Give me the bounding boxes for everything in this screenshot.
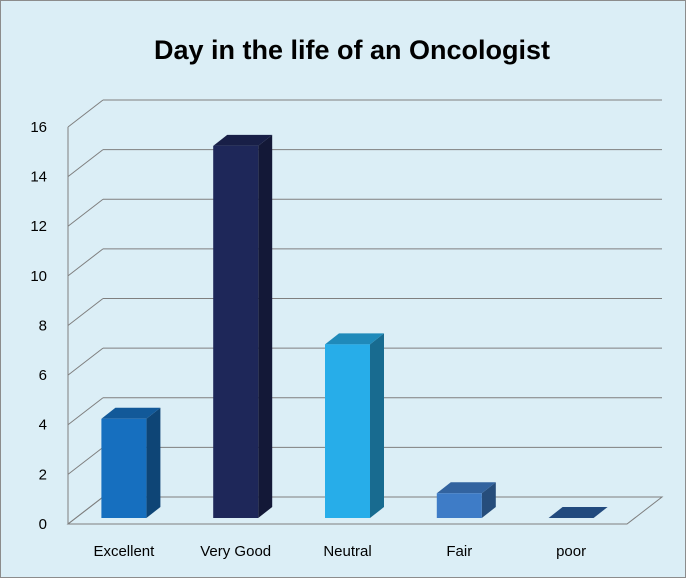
- bar: [213, 134, 273, 518]
- y-tick-label: 12: [30, 218, 47, 235]
- chart-title: Day in the life of an Oncologist: [154, 35, 550, 65]
- y-tick-label: 2: [39, 466, 47, 483]
- grid-line: [67, 496, 104, 525]
- bar-front: [213, 145, 259, 518]
- bar: [101, 407, 161, 518]
- y-tick-label: 0: [39, 516, 47, 533]
- grid-line: [67, 397, 104, 426]
- bar-side: [258, 134, 273, 518]
- bar-front: [436, 493, 482, 518]
- grid-line: [67, 198, 104, 227]
- bar-top: [325, 333, 384, 345]
- grid-line: [67, 298, 104, 326]
- bar-top: [436, 482, 496, 494]
- bar-top: [213, 134, 273, 146]
- y-tick-label: 10: [30, 268, 47, 285]
- x-tick-label: Fair: [446, 543, 472, 560]
- bar: [548, 507, 608, 518]
- x-tick-label: Excellent: [93, 543, 155, 560]
- bar: [436, 482, 496, 518]
- bar-side: [146, 407, 161, 518]
- x-tick-label: poor: [556, 543, 586, 560]
- grid-line: [67, 347, 104, 376]
- bar-front: [101, 418, 147, 518]
- y-tick-label: 16: [30, 119, 47, 136]
- grid-line: [67, 248, 104, 277]
- grid-line: [67, 446, 104, 475]
- bar: [325, 333, 384, 518]
- bar-top: [548, 507, 608, 518]
- y-tick-label: 8: [39, 317, 47, 334]
- bar-side: [370, 333, 384, 518]
- bar-top: [101, 407, 161, 419]
- y-tick-label: 4: [39, 417, 47, 434]
- bar-side: [481, 482, 496, 518]
- bar-front: [325, 344, 370, 518]
- y-tick-label: 6: [39, 367, 47, 384]
- y-tick-label: 14: [30, 169, 47, 186]
- grid-line: [67, 149, 104, 178]
- x-tick-label: Very Good: [200, 543, 271, 560]
- grid-line: [67, 99, 104, 128]
- x-tick-label: Neutral: [323, 543, 371, 560]
